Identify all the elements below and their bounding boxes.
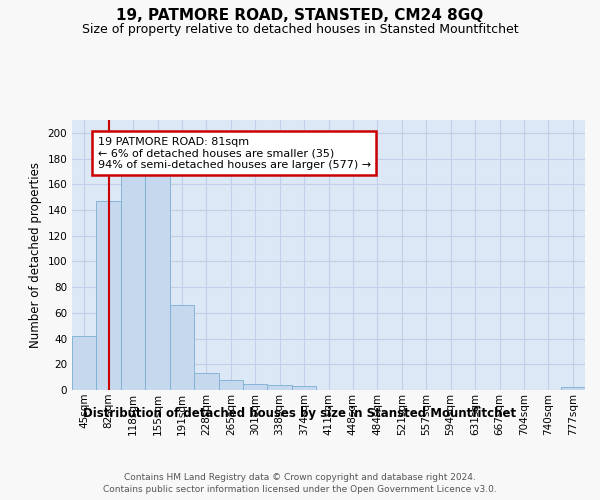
Text: 19, PATMORE ROAD, STANSTED, CM24 8GQ: 19, PATMORE ROAD, STANSTED, CM24 8GQ xyxy=(116,8,484,22)
Bar xyxy=(194,374,218,390)
Y-axis label: Number of detached properties: Number of detached properties xyxy=(29,162,42,348)
Bar xyxy=(268,385,292,390)
Text: Contains HM Land Registry data © Crown copyright and database right 2024.: Contains HM Land Registry data © Crown c… xyxy=(124,472,476,482)
Bar xyxy=(560,388,585,390)
Bar xyxy=(97,201,121,390)
Bar xyxy=(145,176,170,390)
Text: Size of property relative to detached houses in Stansted Mountfitchet: Size of property relative to detached ho… xyxy=(82,22,518,36)
Text: 19 PATMORE ROAD: 81sqm
← 6% of detached houses are smaller (35)
94% of semi-deta: 19 PATMORE ROAD: 81sqm ← 6% of detached … xyxy=(98,136,371,170)
Bar xyxy=(218,380,243,390)
Bar xyxy=(243,384,268,390)
Bar xyxy=(72,336,97,390)
Text: Contains public sector information licensed under the Open Government Licence v3: Contains public sector information licen… xyxy=(103,485,497,494)
Bar xyxy=(170,305,194,390)
Bar xyxy=(121,176,145,390)
Text: Distribution of detached houses by size in Stansted Mountfitchet: Distribution of detached houses by size … xyxy=(83,408,517,420)
Bar xyxy=(292,386,316,390)
